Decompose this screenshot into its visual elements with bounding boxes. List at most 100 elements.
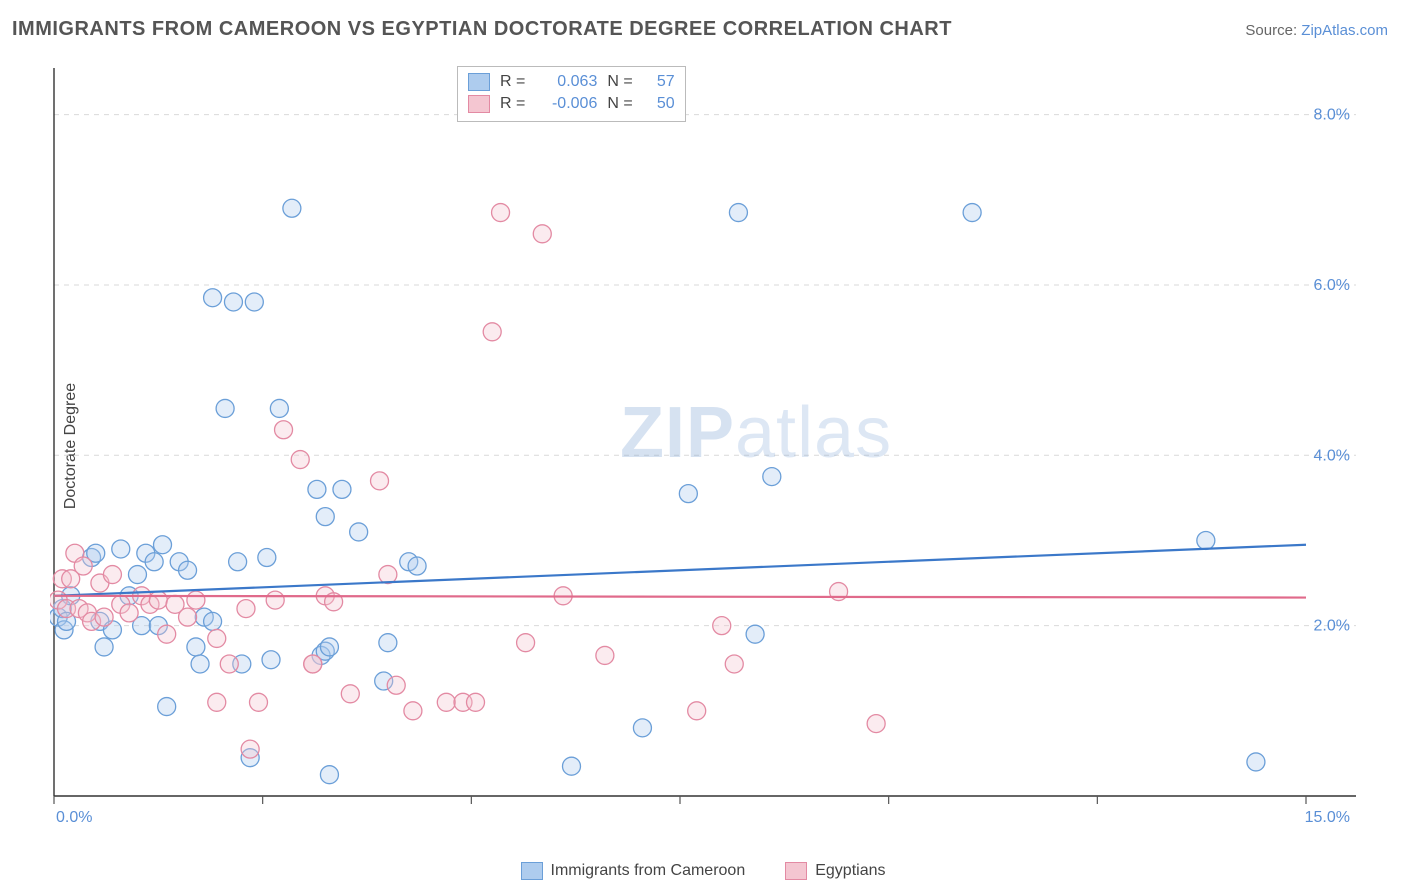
scatter-point-egyptians: [95, 608, 113, 626]
scatter-point-cameroon: [350, 523, 368, 541]
bottom-legend-label-cameroon: Immigrants from Cameroon: [551, 862, 746, 880]
source-label: Source:: [1245, 22, 1297, 39]
scatter-point-cameroon: [729, 204, 747, 222]
scatter-point-egyptians: [379, 566, 397, 584]
bottom-legend-swatch-cameroon: [521, 862, 543, 880]
scatter-point-egyptians: [266, 591, 284, 609]
legend-row-cameroon: R = 0.063 N = 57: [468, 71, 675, 93]
legend-r-value-egyptians: -0.006: [535, 93, 597, 115]
scatter-point-egyptians: [249, 693, 267, 711]
scatter-point-egyptians: [275, 421, 293, 439]
scatter-point-cameroon: [262, 651, 280, 669]
chart-container: IMMIGRANTS FROM CAMEROON VS EGYPTIAN DOC…: [0, 0, 1406, 892]
chart-title: IMMIGRANTS FROM CAMEROON VS EGYPTIAN DOC…: [12, 18, 952, 41]
scatter-point-cameroon: [1247, 753, 1265, 771]
scatter-point-egyptians: [120, 604, 138, 622]
correlation-legend: R = 0.063 N = 57 R = -0.006 N = 50: [457, 66, 686, 122]
scatter-point-cameroon: [763, 468, 781, 486]
legend-n-value-cameroon: 57: [643, 71, 675, 93]
scatter-point-egyptians: [179, 608, 197, 626]
scatter-plot-svg: 2.0% 4.0% 6.0% 8.0% 0.0% 15.0%: [50, 62, 1356, 832]
bottom-legend-swatch-egyptians: [785, 862, 807, 880]
y-tick-label: 8.0%: [1314, 107, 1350, 124]
scatter-point-cameroon: [283, 199, 301, 217]
legend-r-label: R =: [500, 93, 525, 115]
scatter-point-egyptians: [208, 693, 226, 711]
scatter-point-egyptians: [533, 225, 551, 243]
scatter-point-cameroon: [224, 293, 242, 311]
scatter-point-egyptians: [387, 676, 405, 694]
scatter-point-egyptians: [237, 600, 255, 618]
source-value: ZipAtlas.com: [1301, 22, 1388, 39]
scatter-point-cameroon: [204, 289, 222, 307]
scatter-point-cameroon: [216, 399, 234, 417]
scatter-point-cameroon: [562, 757, 580, 775]
y-tick-label: 4.0%: [1314, 447, 1350, 464]
scatter-point-cameroon: [320, 638, 338, 656]
scatter-point-cameroon: [158, 698, 176, 716]
scatter-point-cameroon: [316, 508, 334, 526]
bottom-legend-item-egyptians: Egyptians: [785, 862, 885, 880]
trend-line-egyptians: [54, 596, 1306, 598]
scatter-point-cameroon: [408, 557, 426, 575]
scatter-point-cameroon: [204, 612, 222, 630]
x-axis-min-label: 0.0%: [56, 809, 92, 826]
scatter-point-cameroon: [179, 561, 197, 579]
source-attribution: Source: ZipAtlas.com: [1245, 22, 1388, 39]
scatter-point-cameroon: [746, 625, 764, 643]
scatter-point-egyptians: [467, 693, 485, 711]
scatter-point-egyptians: [341, 685, 359, 703]
scatter-point-cameroon: [333, 480, 351, 498]
legend-r-value-cameroon: 0.063: [535, 71, 597, 93]
scatter-point-cameroon: [270, 399, 288, 417]
plot-area: 2.0%4.0%6.0%8.0%0.0%15.0% R =0.063N =57R…: [50, 62, 1356, 832]
scatter-point-egyptians: [187, 591, 205, 609]
scatter-point-egyptians: [688, 702, 706, 720]
scatter-point-egyptians: [103, 566, 121, 584]
scatter-point-egyptians: [404, 702, 422, 720]
scatter-point-egyptians: [149, 591, 167, 609]
scatter-point-cameroon: [145, 553, 163, 571]
scatter-point-cameroon: [379, 634, 397, 652]
scatter-point-egyptians: [291, 451, 309, 469]
scatter-point-cameroon: [229, 553, 247, 571]
scatter-point-egyptians: [74, 557, 92, 575]
scatter-point-egyptians: [304, 655, 322, 673]
bottom-legend-item-cameroon: Immigrants from Cameroon: [521, 862, 746, 880]
scatter-point-cameroon: [679, 485, 697, 503]
scatter-point-egyptians: [492, 204, 510, 222]
scatter-point-egyptians: [437, 693, 455, 711]
scatter-point-cameroon: [258, 549, 276, 567]
scatter-point-egyptians: [483, 323, 501, 341]
legend-n-label: N =: [607, 71, 632, 93]
y-tick-label: 6.0%: [1314, 277, 1350, 294]
legend-swatch-egyptians: [468, 95, 490, 113]
scatter-point-cameroon: [963, 204, 981, 222]
scatter-point-egyptians: [158, 625, 176, 643]
legend-n-label: N =: [607, 93, 632, 115]
scatter-point-egyptians: [220, 655, 238, 673]
legend-r-label: R =: [500, 71, 525, 93]
x-axis-max-label: 15.0%: [1305, 809, 1350, 826]
scatter-point-cameroon: [128, 566, 146, 584]
legend-n-value-egyptians: 50: [643, 93, 675, 115]
scatter-point-cameroon: [1197, 531, 1215, 549]
scatter-point-egyptians: [241, 740, 259, 758]
y-tick-label: 2.0%: [1314, 618, 1350, 635]
scatter-point-cameroon: [154, 536, 172, 554]
scatter-point-cameroon: [95, 638, 113, 656]
scatter-point-egyptians: [371, 472, 389, 490]
scatter-point-egyptians: [517, 634, 535, 652]
scatter-point-cameroon: [112, 540, 130, 558]
scatter-point-egyptians: [867, 715, 885, 733]
scatter-point-egyptians: [208, 629, 226, 647]
scatter-point-cameroon: [191, 655, 209, 673]
scatter-point-cameroon: [245, 293, 263, 311]
scatter-point-egyptians: [713, 617, 731, 635]
scatter-point-cameroon: [187, 638, 205, 656]
scatter-point-cameroon: [320, 766, 338, 784]
legend-swatch-cameroon: [468, 73, 490, 91]
bottom-legend-label-egyptians: Egyptians: [815, 862, 885, 880]
series-legend: Immigrants from Cameroon Egyptians: [0, 862, 1406, 880]
scatter-point-cameroon: [633, 719, 651, 737]
